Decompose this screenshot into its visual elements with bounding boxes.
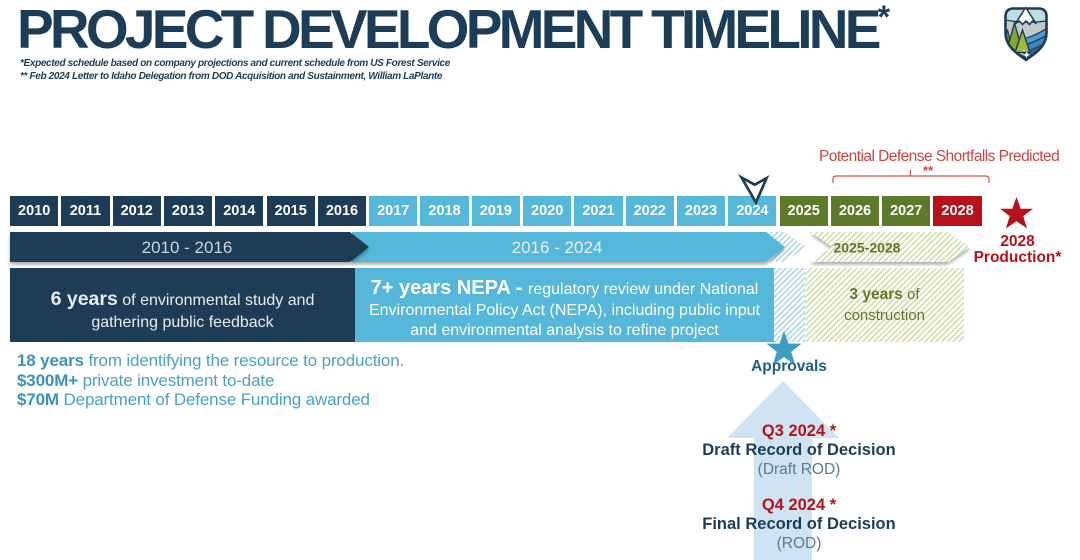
svg-text:2010 - 2016: 2010 - 2016 xyxy=(142,238,233,257)
svg-text:2016 - 2024: 2016 - 2024 xyxy=(512,238,603,257)
svg-text:2025-2028: 2025-2028 xyxy=(834,240,901,256)
